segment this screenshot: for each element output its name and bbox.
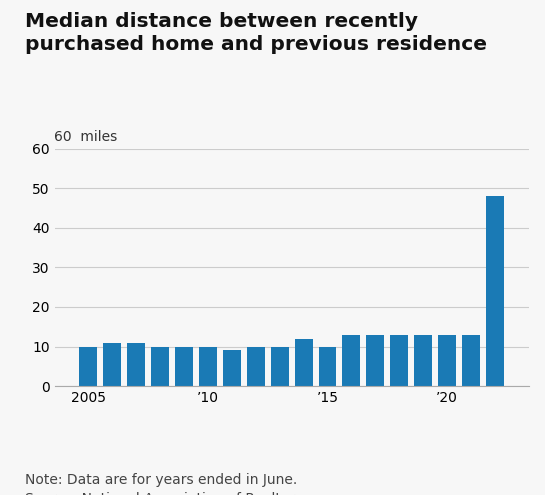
- Bar: [438, 335, 456, 386]
- Text: Note: Data are for years ended in June.
Source: National Association of Realtors: Note: Data are for years ended in June. …: [25, 473, 302, 495]
- Bar: [199, 346, 217, 386]
- Bar: [151, 346, 169, 386]
- Bar: [103, 343, 121, 386]
- Bar: [366, 335, 384, 386]
- Bar: [462, 335, 480, 386]
- Bar: [247, 346, 265, 386]
- Bar: [294, 339, 312, 386]
- Bar: [318, 346, 336, 386]
- Bar: [175, 346, 193, 386]
- Bar: [414, 335, 432, 386]
- Text: Median distance between recently
purchased home and previous residence: Median distance between recently purchas…: [25, 12, 487, 54]
- Bar: [79, 346, 97, 386]
- Bar: [271, 346, 289, 386]
- Bar: [486, 196, 504, 386]
- Bar: [342, 335, 360, 386]
- Bar: [223, 350, 241, 386]
- Bar: [390, 335, 408, 386]
- Bar: [127, 343, 145, 386]
- Text: 60  miles: 60 miles: [54, 130, 118, 144]
